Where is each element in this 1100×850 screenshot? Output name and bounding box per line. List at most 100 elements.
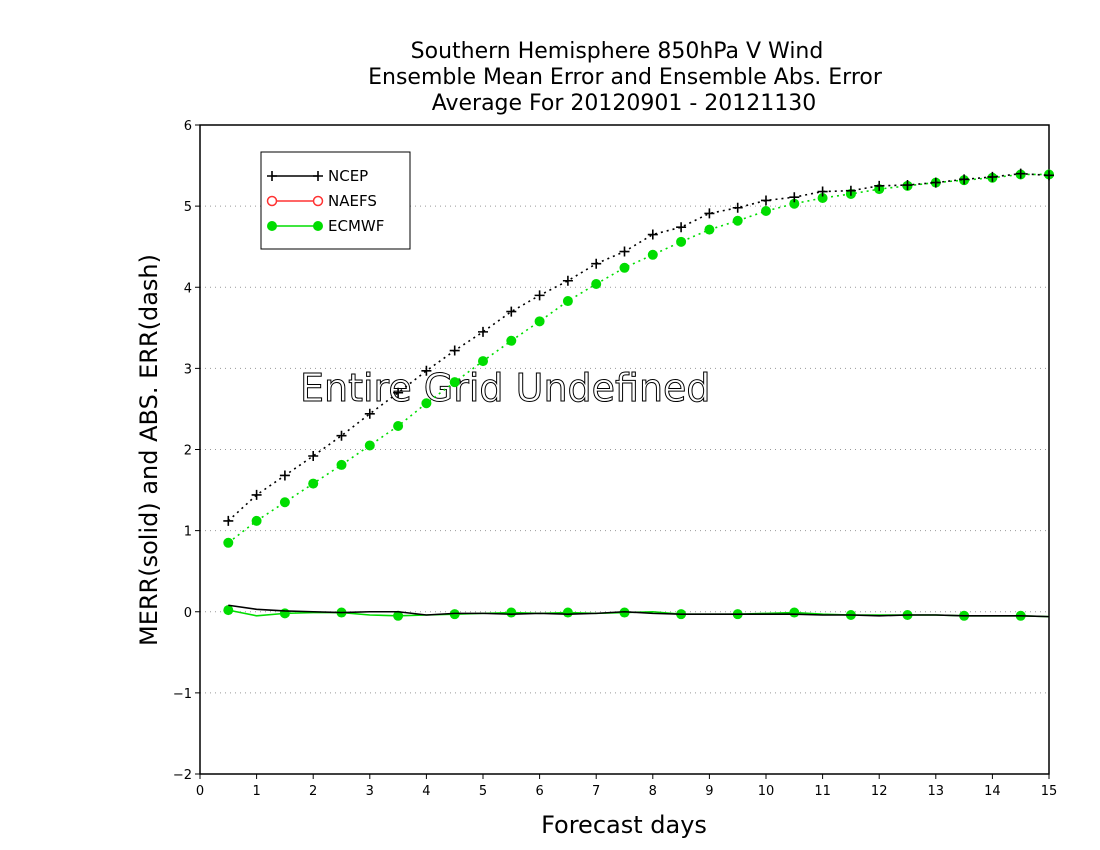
- legend-item-ecmwf: ECMWF: [267, 217, 384, 235]
- series-ncep-abserr-point: [845, 185, 856, 196]
- series-ncep-abserr-point: [930, 177, 941, 188]
- x-tick-label: 12: [871, 784, 888, 799]
- annotation-entire-grid-undefined: Entire Grid Undefined: [300, 366, 711, 410]
- title-line-1: Southern Hemisphere 850hPa V Wind: [411, 39, 824, 64]
- x-axis-label: Forecast days: [541, 811, 707, 839]
- series-ncep-abserr-point: [534, 290, 545, 301]
- legend-item-naefs: NAEFS: [266, 192, 377, 210]
- x-tick-label: 8: [649, 784, 657, 799]
- series-ncep-abserr-point: [449, 345, 460, 356]
- x-axis-ticks: 0 1 2 3 4 5 6 7 8 9 10 11 12 13 14 15: [196, 774, 1057, 799]
- y-tick-label: 0: [184, 606, 192, 621]
- title-line-3: Average For 20120901 - 20121130: [432, 91, 817, 116]
- legend-swatch-marker: [313, 171, 323, 181]
- legend-label: NAEFS: [328, 192, 377, 210]
- series-ncep-abserr-point: [647, 229, 658, 240]
- series-ecmwf-merr-point: [562, 607, 573, 618]
- series-ncep-abserr-point: [1015, 168, 1026, 179]
- x-tick-label: 15: [1041, 784, 1058, 799]
- series-ecmwf-abserr-point: [591, 279, 602, 290]
- series-ncep-abserr-point: [874, 180, 885, 191]
- series-ncep-abserr-point: [789, 192, 800, 203]
- series-ecmwf-abserr-point: [817, 193, 828, 204]
- series-ecmwf-abserr-point: [364, 440, 375, 451]
- series-ncep-abserr-point: [506, 306, 517, 317]
- x-tick-label: 5: [479, 784, 487, 799]
- series-ecmwf-merr-point: [279, 608, 290, 619]
- legend-items: NCEP NAEFS ECMWF: [266, 167, 384, 235]
- legend-swatch-marker: [312, 195, 324, 207]
- series-ecmwf-abserr-point: [789, 198, 800, 209]
- chart-title: Southern Hemisphere 850hPa V Wind Ensemb…: [368, 39, 883, 116]
- series-ecmwf-abserr-point: [336, 459, 347, 470]
- series-ecmwf-abserr-point: [732, 215, 743, 226]
- y-axis-label: MERR(solid) and ABS. ERR(dash): [135, 254, 163, 646]
- series-ecmwf-abserr-point: [647, 249, 658, 260]
- series-ecmwf-abserr-point: [223, 537, 234, 548]
- series-ncep-abserr-point: [562, 275, 573, 286]
- series-ncep-abserr-point: [959, 174, 970, 185]
- title-line-2: Ensemble Mean Error and Ensemble Abs. Er…: [368, 65, 883, 90]
- series-ecmwf-abserr-point: [308, 478, 319, 489]
- series-ncep: [223, 168, 1054, 618]
- series-ecmwf-abserr-point: [251, 515, 262, 526]
- y-tick-label: 5: [184, 200, 192, 215]
- series-layer: [223, 168, 1054, 621]
- legend-label: NCEP: [328, 167, 368, 185]
- y-axis-ticks: −2 −1 0 1 2 3 4 5 6: [173, 119, 200, 783]
- x-tick-label: 0: [196, 784, 204, 799]
- series-ncep-merr-line: [228, 604, 1050, 618]
- series-ncep-abserr-point: [817, 186, 828, 197]
- series-ecmwf-abserr-point: [449, 377, 460, 388]
- series-ncep-abserr-point: [732, 202, 743, 213]
- series-ecmwf-merr-point: [789, 607, 800, 618]
- series-ecmwf-abserr-point: [562, 296, 573, 307]
- y-tick-label: 2: [184, 444, 192, 459]
- x-tick-label: 11: [814, 784, 831, 799]
- series-ncep-abserr-point: [902, 180, 913, 191]
- legend: NCEP NAEFS ECMWF: [260, 151, 411, 250]
- series-ncep-abserr-point: [393, 387, 404, 398]
- series-ecmwf-abserr-point: [534, 316, 545, 327]
- series-ncep-abserr-point: [619, 246, 630, 257]
- series-ncep-abserr-point: [308, 450, 319, 461]
- legend-swatch-marker: [267, 221, 277, 231]
- x-tick-label: 7: [592, 784, 600, 799]
- series-ecmwf-abserr-point: [421, 398, 432, 409]
- x-tick-label: 3: [366, 784, 374, 799]
- y-tick-label: −2: [173, 768, 192, 783]
- series-ecmwf-abserr-point: [761, 205, 771, 216]
- series-ecmwf-abserr-point: [619, 262, 630, 273]
- gridlines: [200, 205, 1049, 694]
- series-ecmwf-abserr-point: [393, 420, 404, 431]
- series-ncep-abserr-point: [591, 258, 602, 269]
- x-tick-label: 13: [928, 784, 945, 799]
- legend-swatch-marker: [313, 221, 323, 231]
- series-ecmwf-abserr-line: [227, 173, 1049, 544]
- series-ncep-abserr-point: [761, 195, 771, 206]
- legend-label: ECMWF: [328, 217, 384, 235]
- series-ncep-abserr-point: [704, 208, 715, 219]
- legend-item-ncep: NCEP: [267, 167, 368, 185]
- x-tick-label: 10: [758, 784, 775, 799]
- series-ecmwf-abserr-point: [279, 497, 290, 508]
- series-ncep-abserr-point: [336, 430, 347, 441]
- series-ncep-abserr-point: [1044, 170, 1054, 181]
- x-tick-label: 1: [252, 784, 260, 799]
- series-ecmwf-merr-point: [449, 609, 460, 620]
- series-ncep-abserr-point: [478, 326, 488, 337]
- series-ecmwf-abserr-point: [506, 335, 517, 346]
- series-ncep-abserr-point: [364, 408, 375, 419]
- y-tick-label: 4: [184, 281, 192, 296]
- series-ecmwf-merr-point: [393, 610, 404, 621]
- series-ncep-abserr-point: [223, 515, 234, 526]
- legend-swatch-marker: [266, 195, 278, 207]
- series-ecmwf-merr-point: [223, 605, 234, 616]
- series-ecmwf-abserr-point: [478, 356, 488, 367]
- x-tick-label: 14: [984, 784, 1001, 799]
- y-tick-label: 1: [184, 525, 192, 540]
- x-tick-label: 2: [309, 784, 317, 799]
- legend-swatch-marker: [267, 171, 277, 181]
- x-tick-label: 4: [422, 784, 430, 799]
